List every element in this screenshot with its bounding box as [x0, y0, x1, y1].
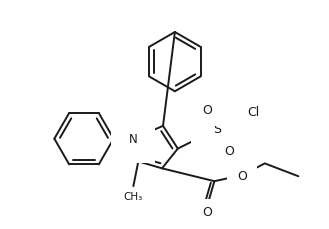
Text: O: O	[224, 144, 234, 157]
Text: Cl: Cl	[247, 105, 259, 118]
Text: CH₃: CH₃	[124, 191, 143, 201]
Text: S: S	[213, 123, 221, 136]
Text: O: O	[237, 169, 247, 182]
Text: N: N	[129, 133, 138, 146]
Text: O: O	[203, 103, 213, 116]
Text: O: O	[203, 205, 213, 218]
